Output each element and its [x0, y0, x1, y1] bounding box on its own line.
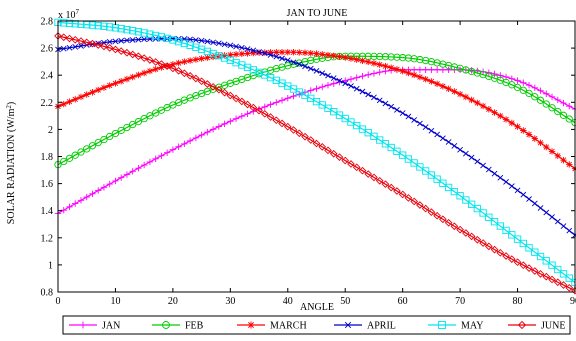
y-tick-label: 1.8 [41, 152, 54, 163]
series-layer [54, 18, 576, 295]
series-june [54, 32, 576, 295]
legend-item-march: MARCH [237, 321, 307, 332]
legend-item-feb: FEB [152, 321, 204, 332]
series-line [57, 21, 576, 283]
legend-swatch-marker [344, 321, 352, 329]
x-tick-label: 70 [455, 296, 465, 307]
y-axis-label-sup: 2 [5, 105, 13, 109]
series-april [55, 35, 576, 238]
legend-box [62, 315, 571, 335]
legend-item-june: JUNE [508, 321, 565, 332]
legend-swatch-marker [162, 321, 170, 329]
axis-exponent-base: x 10 [58, 10, 76, 21]
axes-layer: 0 10 20 30 40 50 60 70 80 90 0.8 1 1.2 1.4 1.6 1.8 2 2.2 2… [41, 17, 576, 308]
legend-swatch-marker [438, 321, 446, 329]
x-tick-label: 50 [340, 296, 350, 307]
series-line [57, 35, 576, 292]
y-tick-label: 2.8 [41, 17, 54, 28]
legend-label: FEB [185, 321, 204, 332]
y-axis-label-close: ) [6, 102, 17, 105]
legend-item-jan: JAN [69, 321, 120, 332]
y-tick-label: 1 [48, 260, 53, 271]
legend-item-april: APRIL [334, 321, 396, 332]
y-tick-label: 1.6 [41, 179, 54, 190]
legend-label: MAY [461, 321, 483, 332]
legend-label: APRIL [367, 321, 396, 332]
legend: JAN FEB MARCH APRIL MAY JUNE [62, 315, 571, 335]
legend-swatch-marker [79, 321, 87, 329]
series-may [54, 18, 576, 287]
series-markers [54, 32, 576, 295]
series-markers [54, 18, 576, 287]
y-tick-label: 2.6 [41, 44, 54, 55]
axis-exponent-power: 7 [76, 8, 80, 16]
series-markers [55, 35, 576, 238]
y-tick-label: 2 [48, 125, 53, 136]
y-axis-label: SOLAR RADIATION (W/m2) [5, 102, 17, 224]
series-line [57, 55, 576, 166]
legend-swatch-marker [247, 321, 255, 329]
y-tick-label: 1.4 [41, 206, 54, 217]
x-tick-label: 20 [168, 296, 178, 307]
chart-title: JAN TO JUNE [287, 8, 348, 19]
y-axis-label-text: SOLAR RADIATION (W/m [6, 108, 17, 224]
x-tick-label: 40 [283, 296, 293, 307]
legend-label: MARCH [270, 321, 307, 332]
x-tick-label: 30 [225, 296, 235, 307]
x-tick-label: 60 [398, 296, 408, 307]
x-axis-label: ANGLE [300, 302, 334, 313]
legend-label: JAN [102, 321, 120, 332]
x-tick-label: 10 [110, 296, 120, 307]
y-tick-label: 2.2 [41, 98, 54, 109]
legend-swatch-marker [517, 320, 527, 330]
legend-item-may: MAY [428, 321, 483, 332]
x-tick-label: 90 [570, 296, 576, 307]
x-tick-label: 0 [56, 296, 61, 307]
y-tick-label: 0.8 [41, 288, 54, 299]
legend-label: JUNE [541, 321, 565, 332]
y-tick-label: 1.2 [41, 233, 54, 244]
x-tick-label: 80 [513, 296, 523, 307]
axis-exponent: x 107 [58, 8, 80, 21]
y-tick-label: 2.4 [41, 71, 54, 82]
